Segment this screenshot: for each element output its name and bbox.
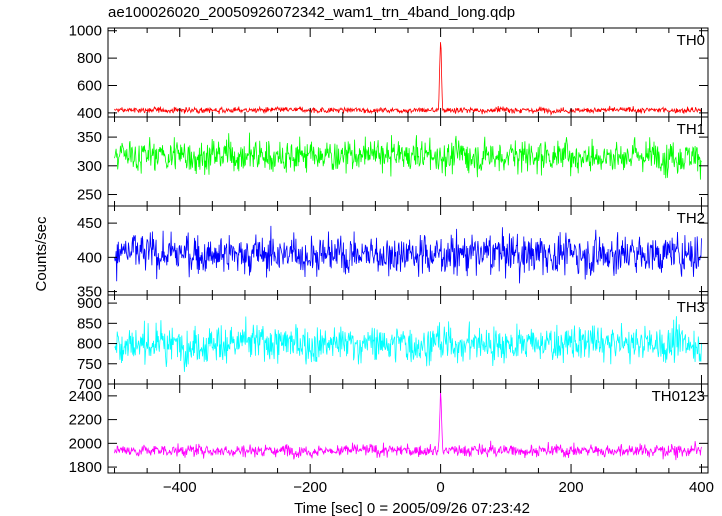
y-tick-label: 900 [77, 295, 102, 312]
panel-frame [107, 27, 709, 118]
y-tick-label: 300 [77, 158, 102, 175]
y-tick-label: 600 [77, 78, 102, 95]
panel-label-th3: TH3 [677, 299, 705, 316]
y-tick-label: 750 [77, 356, 102, 373]
series-line-th1 [114, 132, 702, 180]
panel-label-th2: TH2 [677, 210, 705, 227]
chart-title: ae100026020_20050926072342_wam1_trn_4ban… [108, 4, 515, 21]
y-tick-label: 2400 [69, 388, 102, 405]
y-tick-label: 350 [77, 284, 102, 301]
x-tick-label: −400 [163, 479, 197, 496]
y-tick-label: 400 [77, 105, 102, 122]
y-tick-label: 400 [77, 249, 102, 266]
x-axis-label: Time [sec] 0 = 2005/09/26 07:23:42 [294, 500, 530, 516]
y-tick-label: 2000 [69, 435, 102, 452]
series-line-th0123 [114, 390, 702, 461]
panel-th0: 400 600 800 1000 TH0 [69, 23, 709, 122]
y-tick-label: 350 [77, 129, 102, 146]
y-tick-label: 450 [77, 215, 102, 232]
panel-label-th0123: TH0123 [652, 388, 705, 405]
y-tick-label: 1800 [69, 459, 102, 476]
x-tick-label: 200 [559, 479, 584, 496]
x-tick-label: −200 [293, 479, 327, 496]
y-axis-label: Counts/sec [33, 216, 50, 292]
y-tick-label: 700 [77, 376, 102, 393]
panel-th3: 700 750 800 850 900 TH3 [77, 294, 709, 393]
series-line-th3 [114, 316, 702, 372]
y-tick-label: 1000 [69, 23, 102, 40]
panel-th1: 250 300 350 TH1 [77, 116, 709, 207]
panels: 400 600 800 1000 TH0 250 300 350 TH1 350 400 450 TH2… [69, 23, 714, 496]
series-line-th0 [114, 42, 702, 117]
panel-label-th0: TH0 [677, 32, 705, 49]
panel-frame [107, 383, 709, 474]
y-tick-label: 800 [77, 336, 102, 353]
x-tick-label: 400 [689, 479, 714, 496]
panel-label-th1: TH1 [677, 121, 705, 138]
panel-th0123: 1800 2000 2200 2400 TH0123 [69, 383, 709, 476]
panel-th2: 350 400 450 TH2 [77, 205, 709, 301]
series-line-th2 [114, 225, 702, 284]
x-tick-label: 0 [436, 479, 444, 496]
y-tick-label: 800 [77, 50, 102, 67]
y-tick-label: 2200 [69, 412, 102, 429]
y-tick-label: 850 [77, 315, 102, 332]
y-tick-label: 250 [77, 187, 102, 204]
